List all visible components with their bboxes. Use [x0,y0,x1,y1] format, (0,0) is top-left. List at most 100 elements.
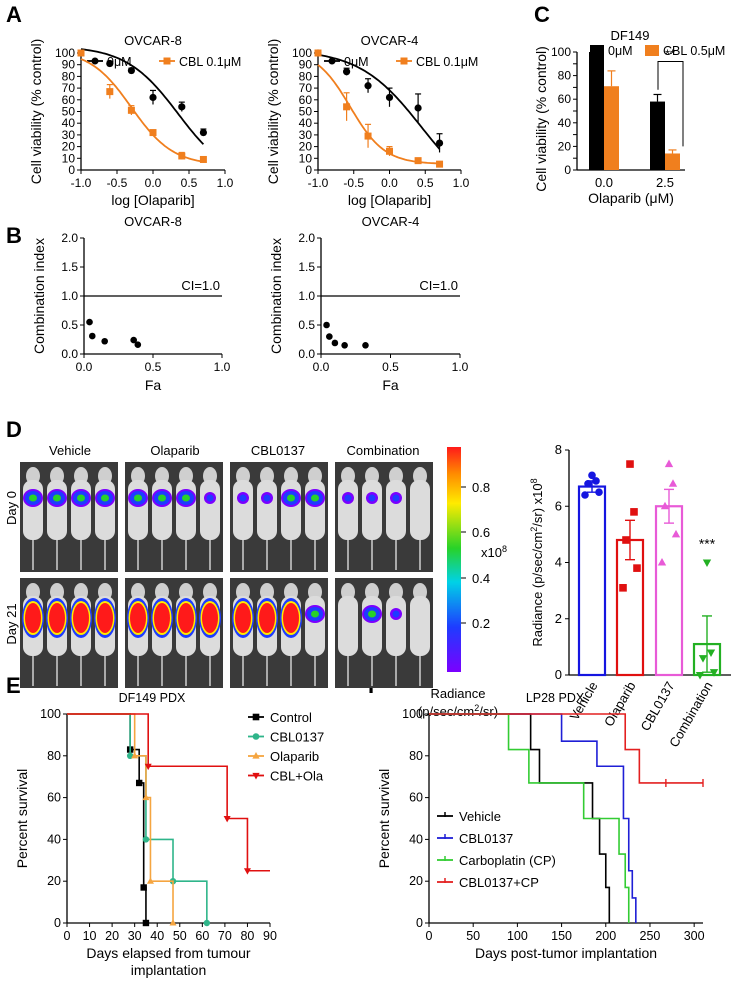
mouse-body [386,480,406,540]
y-tick-label: 60 [47,791,61,805]
group-label-olaparib: Olaparib [150,443,199,458]
signal-core [101,494,109,502]
y-tick-label: 40 [409,832,423,846]
y-tick-label: 50 [62,105,76,119]
event-marker [223,815,231,823]
y-tick-label: 40 [47,832,61,846]
significance-mark: ** [665,46,675,61]
data-point [106,59,114,68]
survival-curve-3 [67,713,270,872]
bar-1-1 [665,153,680,170]
survival-curve-3 [429,713,703,784]
signal-core [344,494,352,502]
legend-marker [400,57,408,65]
x-tick-label: -0.5 [107,176,128,190]
x-tick-label: 1.0 [452,360,469,374]
x-tick-label: 0.0 [381,176,398,190]
y-tick-label: 0.5 [298,318,315,332]
data-point [134,341,142,349]
x-axis-label: Days post-tumor implantation [475,945,657,961]
y-tick-label: 70 [62,81,76,95]
y-tick-label: 60 [299,93,313,107]
signal-core [283,603,299,633]
y-tick-label: 60 [62,93,76,107]
mouse-body [233,480,253,540]
y-tick-label: 50 [299,105,313,119]
legend-label: CBL 0.5μM [663,44,725,58]
legend-marker [252,752,260,759]
fit-curve-0 [80,48,205,145]
y-axis-label: Combination index [268,238,284,354]
legend-label: Vehicle [459,809,501,824]
chart-f-lp28-pdx: 0 20 40 60 80 100 0 50 100 150 200 250 300 LP28 PDX Da… [376,691,705,961]
data-point [709,669,719,677]
data-point [595,488,603,496]
data-point [630,508,638,516]
signal-core [368,494,376,502]
x-tick-label: -1.0 [308,176,329,190]
signal-core [134,494,142,502]
reference-line-label: CI=1.0 [181,278,220,293]
survival-curve-2 [67,713,174,923]
x-tick-label: 40 [150,929,164,943]
data-point [622,536,630,544]
y-tick-label: 0 [416,916,423,930]
x-tick-label: 200 [595,929,616,943]
y-axis-label-sup: 2 [529,527,539,532]
y-tick-label: 0 [54,916,61,930]
data-point [671,529,681,538]
y-tick-label: 0.0 [298,347,315,361]
signal-core [287,494,295,502]
group-label-combination: Combination [347,443,420,458]
y-axis-label-sup: 8 [529,478,539,483]
y-tick-label: 0 [555,667,562,682]
y-tick-label: 100 [55,46,75,60]
legend-marker [252,733,260,740]
legend-label: CBL+Ola [270,769,324,784]
y-tick-label: 100 [551,45,571,59]
y-axis-label: Cell viability (% control) [533,46,549,191]
signal-core [263,494,271,502]
y-tick-label: 40 [558,116,572,130]
row-label-day0: Day 0 [4,491,19,525]
data-point [127,66,135,75]
event-marker [146,877,154,884]
legend-label: CBL0137 [459,831,513,846]
data-point [178,152,186,160]
data-point [199,128,207,137]
signal-core [206,494,214,502]
y-tick-label: 20 [299,140,313,154]
data-point [619,584,627,592]
bar-1-0 [604,86,619,170]
x-tick-label: 60 [195,929,209,943]
legend-label: 0μM [608,44,633,58]
x-tick-label: Olaparib [601,679,639,729]
data-point [385,93,394,102]
data-point [343,68,351,76]
x-tick-label: 0.5 [417,176,434,190]
group-label-vehicle: Vehicle [49,443,91,458]
chart-title: LP28 PDX [526,691,585,705]
mouse-body [338,596,358,656]
mouse-body [410,596,430,656]
data-point [633,564,641,572]
legend-label: 0μM [107,55,132,69]
x-tick-label: 0.0 [76,360,93,374]
data-point [106,88,114,96]
x-axis-label: Fa [382,377,399,393]
bar-2 [654,505,684,677]
chart-title: OVCAR-8 [124,214,182,229]
x-tick-label: 50 [173,929,187,943]
chart-title: OVCAR-4 [362,214,420,229]
data-point [364,132,372,140]
y-tick-label: 100 [292,46,312,60]
data-point [88,332,96,340]
x-tick-label: 300 [684,929,705,943]
y-tick-label: 4 [555,555,562,570]
radiance-colorbar [447,447,461,672]
event-marker [140,884,147,891]
data-point [101,337,108,345]
y-tick-label: 1.5 [298,260,315,274]
chart-title: OVCAR-4 [361,33,419,48]
